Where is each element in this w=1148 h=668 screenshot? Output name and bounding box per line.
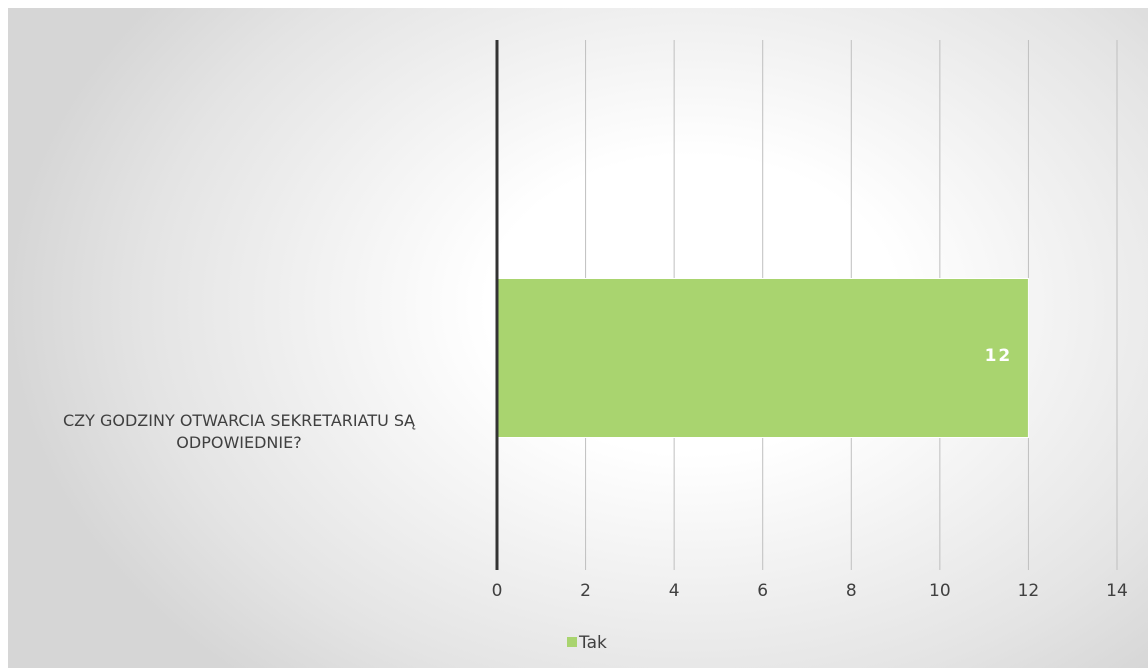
legend-swatch (567, 637, 577, 647)
x-tick-label: 4 (669, 581, 680, 601)
category-label: CZY GODZINY OTWARCIA SEKRETARIATU SĄ ODP… (63, 411, 415, 452)
x-tick-label: 0 (492, 581, 503, 601)
x-tick-label: 10 (929, 581, 951, 601)
legend-label: Tak (578, 633, 607, 653)
x-tick-label: 14 (1106, 581, 1128, 601)
x-tick-label: 12 (1018, 581, 1040, 601)
x-tick-label: 6 (757, 581, 768, 601)
data-label: 12 (985, 346, 1013, 366)
bar (496, 278, 1029, 438)
x-tick-label: 2 (580, 581, 591, 601)
x-tick-label: 8 (846, 581, 857, 601)
